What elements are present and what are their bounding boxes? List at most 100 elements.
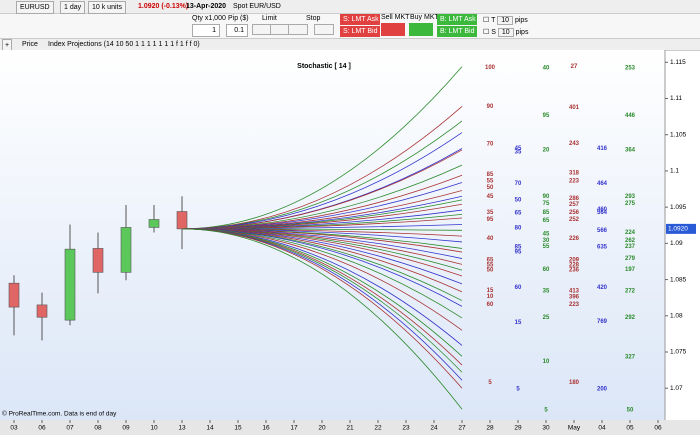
buy-mkt-label: Buy MKT	[410, 14, 439, 21]
x-tick-label: 06	[38, 425, 46, 432]
level-label: 85	[543, 210, 550, 216]
x-tick-label: 28	[486, 425, 494, 432]
y-tick-label: 1.1	[670, 168, 679, 175]
pip-input[interactable]: 0.1	[226, 24, 248, 37]
x-tick-label: 24	[430, 425, 438, 432]
qty-label: Qty x1,000	[192, 15, 226, 22]
limit-button[interactable]	[252, 24, 272, 35]
level-label: 200	[597, 387, 608, 393]
t-label: T	[491, 17, 496, 24]
x-axis-bar	[0, 420, 700, 435]
x-tick-label: 06	[654, 425, 662, 432]
x-tick-label: 22	[374, 425, 382, 432]
level-label: 50	[487, 185, 494, 191]
y-tick-label: 1.115	[670, 59, 686, 66]
level-label: 286	[569, 196, 580, 202]
level-label: 90	[543, 194, 550, 200]
source: © ProRealTime.com. Data is end of day	[2, 410, 117, 418]
x-tick-label: 29	[514, 425, 522, 432]
stop-button[interactable]	[314, 24, 334, 35]
level-label: 35	[543, 289, 550, 295]
period[interactable]: 1 day	[60, 1, 86, 14]
level-label: 464	[597, 181, 608, 187]
indicator-label: Index Projections (14 10 50 1 1 1 1 1 1 …	[48, 41, 200, 48]
level-label: 75	[543, 201, 550, 207]
buy-bid-button[interactable]: B: LMT Bid	[437, 26, 477, 37]
limit-button[interactable]	[270, 24, 290, 35]
level-label: 566	[597, 228, 608, 234]
level-label: 396	[569, 295, 580, 301]
level-label: 446	[625, 113, 636, 119]
level-label: 15	[515, 320, 522, 326]
level-label: 224	[625, 230, 636, 236]
x-tick-label: 14	[206, 425, 214, 432]
chart-title: Stochastic [ 14 ]	[297, 63, 351, 70]
level-label: 30	[543, 238, 550, 244]
pips: pips	[514, 17, 528, 24]
level-label: 564	[597, 210, 608, 216]
date: 13-Apr-2020	[186, 3, 227, 10]
level-label: 460	[597, 207, 608, 213]
level-label: 35	[487, 210, 494, 216]
candle-body	[64, 248, 76, 321]
level-label: 327	[625, 355, 636, 361]
level-label: 50	[487, 268, 494, 274]
t-check[interactable]: ☐ T 10 pips	[483, 16, 528, 25]
candle-body	[36, 304, 48, 318]
s-check[interactable]: ☐ S 10 pips	[483, 28, 529, 37]
y-tick-label: 1.105	[670, 131, 687, 138]
projection-line	[181, 228, 463, 410]
level-label: 50	[627, 408, 634, 414]
sell-bid-button[interactable]: S: LMT Bid	[340, 26, 380, 37]
level-label: 55	[487, 263, 494, 269]
x-tick-label: 16	[262, 425, 270, 432]
level-label: 635	[597, 245, 608, 251]
sell-mkt-button[interactable]	[381, 23, 405, 36]
level-label: 20	[543, 148, 550, 154]
s-pips[interactable]: 10	[497, 28, 514, 37]
level-label: 60	[487, 302, 494, 308]
x-tick-label: 09	[122, 425, 130, 432]
x-tick-label: 21	[346, 425, 354, 432]
level-label: 292	[625, 315, 636, 321]
buy-mkt-button[interactable]	[409, 23, 433, 36]
sell-ask-button[interactable]: S: LMT Ask	[340, 14, 380, 25]
y-tick-label: 1.11	[670, 95, 683, 102]
stop-label: Stop	[306, 15, 321, 22]
level-label: 228	[569, 263, 580, 269]
projection-line	[181, 66, 463, 230]
level-label: 416	[597, 146, 608, 152]
x-tick-label: 23	[402, 425, 410, 432]
toolbar	[0, 0, 700, 14]
level-label: 80	[515, 226, 522, 232]
level-label: 45	[543, 232, 550, 238]
level-label: 253	[625, 66, 636, 72]
level-label: 85	[487, 172, 494, 178]
limit-label: Limit	[262, 15, 277, 22]
price-change: 1.0920 (-0.13%)	[138, 3, 189, 10]
level-label: 10	[487, 294, 494, 300]
x-tick-label: 07	[66, 425, 74, 432]
x-tick-label: 17	[290, 425, 298, 432]
level-label: 95	[515, 250, 522, 256]
x-tick-label: May	[568, 425, 581, 432]
units[interactable]: 10 k units	[88, 1, 126, 14]
level-label: 237	[625, 244, 636, 250]
level-label: 85	[515, 245, 522, 251]
level-label: 95	[543, 113, 550, 119]
qty-input[interactable]: 1	[192, 24, 220, 37]
t-pips[interactable]: 10	[497, 16, 513, 25]
buy-ask-button[interactable]: B: LMT Ask	[437, 14, 477, 25]
level-label: 257	[569, 202, 580, 208]
pips: pips	[515, 29, 529, 36]
level-label: 65	[487, 258, 494, 264]
candle-body	[176, 211, 188, 230]
level-label: 35	[515, 150, 522, 156]
stop-button[interactable]	[288, 24, 308, 35]
symbol[interactable]: EURUSD	[16, 1, 54, 14]
price-label: Price	[22, 41, 38, 48]
x-tick-label: 13	[178, 425, 186, 432]
level-label: 275	[625, 201, 636, 207]
level-label: 45	[487, 194, 494, 200]
plot-area	[0, 50, 665, 420]
